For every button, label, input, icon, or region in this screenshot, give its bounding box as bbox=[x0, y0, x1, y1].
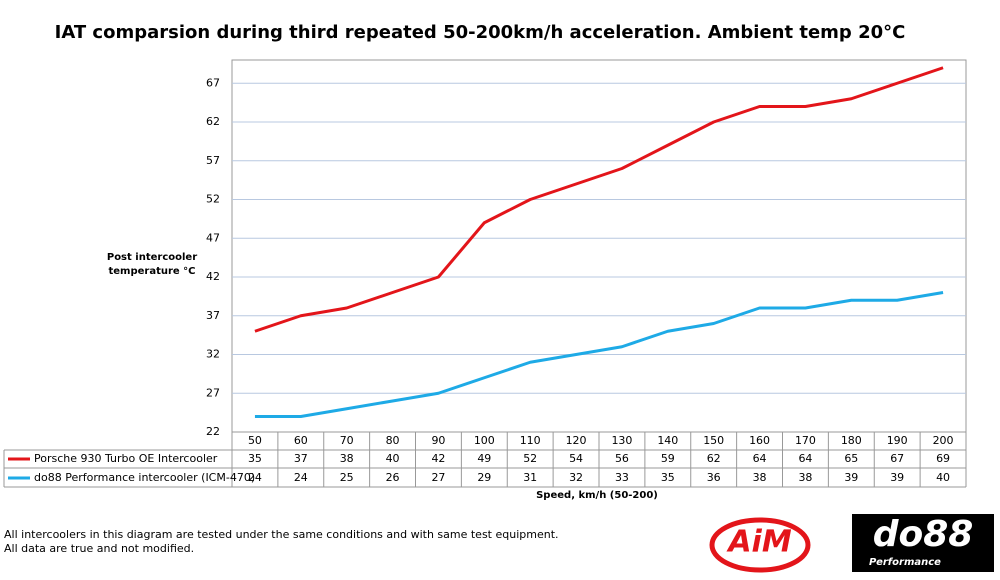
table-value: 36 bbox=[707, 471, 721, 484]
x-tick-label: 150 bbox=[703, 434, 724, 447]
table-value: 38 bbox=[340, 452, 354, 465]
plot-frame bbox=[231, 59, 967, 433]
x-tick-label: 180 bbox=[841, 434, 862, 447]
x-tick-label: 50 bbox=[248, 434, 262, 447]
x-tick-label: 140 bbox=[657, 434, 678, 447]
y-tick-label: 32 bbox=[206, 348, 220, 361]
line-series bbox=[254, 291, 944, 418]
table-value: 40 bbox=[936, 471, 950, 484]
footer-line: All intercoolers in this diagram are tes… bbox=[4, 528, 559, 541]
do88-logo-sub: Performance bbox=[869, 557, 941, 568]
y-axis-label: Post intercooler temperature °C bbox=[106, 252, 198, 277]
table-value: 33 bbox=[615, 471, 629, 484]
x-tick-label: 80 bbox=[386, 434, 400, 447]
y-tick-label: 22 bbox=[206, 425, 220, 438]
y-tick-label: 62 bbox=[206, 115, 220, 128]
table-value: 54 bbox=[569, 452, 583, 465]
table-value: 40 bbox=[386, 452, 400, 465]
table-value: 39 bbox=[890, 471, 904, 484]
do88-logo-box bbox=[852, 514, 994, 572]
table-value: 24 bbox=[248, 471, 262, 484]
legend-label: Porsche 930 Turbo OE Intercooler bbox=[34, 452, 218, 465]
x-tick-label: 190 bbox=[887, 434, 908, 447]
footer-line: All data are true and not modified. bbox=[4, 542, 194, 555]
x-tick-label: 70 bbox=[340, 434, 354, 447]
x-tick-label: 100 bbox=[474, 434, 495, 447]
table-value: 56 bbox=[615, 452, 629, 465]
table-value: 49 bbox=[477, 452, 491, 465]
table-value: 32 bbox=[569, 471, 583, 484]
legend-label: do88 Performance intercooler (ICM-470) bbox=[34, 471, 255, 484]
table-value: 35 bbox=[248, 452, 262, 465]
x-tick-label: 60 bbox=[294, 434, 308, 447]
table-value: 62 bbox=[707, 452, 721, 465]
table-value: 38 bbox=[798, 471, 812, 484]
table-value: 24 bbox=[294, 471, 308, 484]
table-value: 31 bbox=[523, 471, 537, 484]
x-tick-label: 130 bbox=[611, 434, 632, 447]
table-value: 39 bbox=[844, 471, 858, 484]
x-axis-label: Speed, km/h (50-200) bbox=[536, 490, 658, 501]
table-value: 37 bbox=[294, 452, 308, 465]
x-tick-label: 200 bbox=[933, 434, 954, 447]
y-tick-label: 27 bbox=[206, 386, 220, 399]
table-value: 42 bbox=[431, 452, 445, 465]
y-tick-label: 42 bbox=[206, 270, 220, 283]
x-tick-label: 120 bbox=[566, 434, 587, 447]
y-tick-label: 52 bbox=[206, 193, 220, 206]
do88-logo: do88 bbox=[873, 514, 974, 555]
aim-logo-ring bbox=[709, 517, 811, 573]
table-value: 67 bbox=[890, 452, 904, 465]
x-tick-label: 170 bbox=[795, 434, 816, 447]
x-tick-label: 110 bbox=[520, 434, 541, 447]
y-tick-label: 67 bbox=[206, 76, 220, 89]
y-tick-label: 37 bbox=[206, 309, 220, 322]
table-value: 64 bbox=[798, 452, 812, 465]
table-value: 29 bbox=[477, 471, 491, 484]
table-value: 69 bbox=[936, 452, 950, 465]
x-tick-label: 90 bbox=[431, 434, 445, 447]
table-value: 64 bbox=[753, 452, 767, 465]
table-value: 35 bbox=[661, 471, 675, 484]
table-value: 65 bbox=[844, 452, 858, 465]
table-value: 59 bbox=[661, 452, 675, 465]
chart-title: IAT comparsion during third repeated 50-… bbox=[55, 22, 906, 43]
x-tick-label: 160 bbox=[749, 434, 770, 447]
table-value: 52 bbox=[523, 452, 537, 465]
line-series bbox=[254, 66, 944, 333]
table-value: 27 bbox=[431, 471, 445, 484]
aim-logo: AiM bbox=[726, 525, 792, 560]
table-value: 26 bbox=[386, 471, 400, 484]
y-tick-label: 57 bbox=[206, 154, 220, 167]
y-tick-label: 47 bbox=[206, 231, 220, 244]
table-value: 38 bbox=[753, 471, 767, 484]
table-value: 25 bbox=[340, 471, 354, 484]
